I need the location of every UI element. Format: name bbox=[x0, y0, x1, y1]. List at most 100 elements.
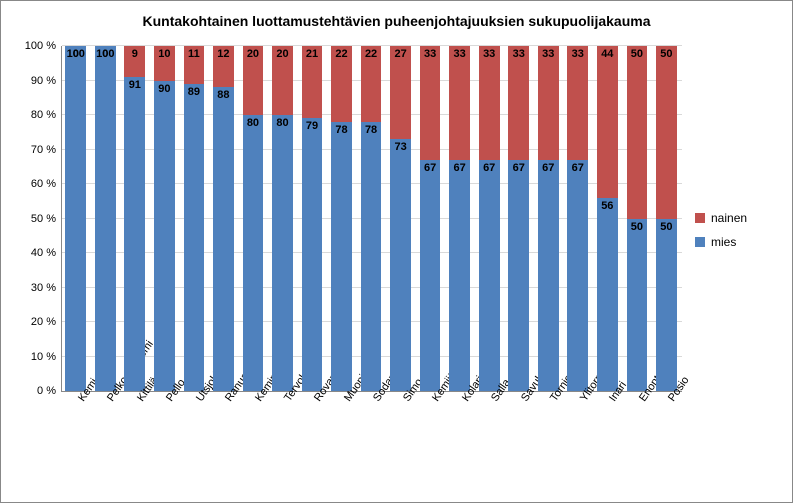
bar: 90 10 bbox=[154, 46, 175, 391]
bar-value-label: 22 bbox=[365, 48, 377, 60]
bar-segment-mies: 56 bbox=[597, 198, 618, 391]
y-axis-label: 80 % bbox=[31, 109, 62, 121]
bar-slot: 5644Inari bbox=[593, 46, 623, 391]
bar-segment-nainen: 11 bbox=[184, 46, 205, 84]
bar-value-label: 56 bbox=[601, 200, 613, 212]
bar: 919 bbox=[124, 46, 145, 391]
bar-value-label: 79 bbox=[306, 120, 318, 132]
bar-value-label: 50 bbox=[660, 48, 672, 60]
bar-segment-mies: 67 bbox=[567, 160, 588, 391]
bar-segment-nainen: 33 bbox=[567, 46, 588, 160]
bar-segment-mies: 79 bbox=[302, 118, 323, 391]
bar: 67 33 bbox=[508, 46, 529, 391]
bar-segment-mies: 67 bbox=[420, 160, 441, 391]
bar-segment-mies: 73 bbox=[390, 139, 411, 391]
bar-segment-nainen: 27 bbox=[390, 46, 411, 139]
bar: 7327 bbox=[390, 46, 411, 391]
bar-slot: 1000Kemi bbox=[61, 46, 91, 391]
bar-segment-nainen: 20 bbox=[243, 46, 264, 115]
y-axis-label: 50 % bbox=[31, 213, 62, 225]
bar-segment-mies: 91 bbox=[124, 77, 145, 391]
bar-segment-mies: 67 bbox=[508, 160, 529, 391]
bar: 5050 bbox=[627, 46, 648, 391]
bar-slot: 7822Muonio bbox=[327, 46, 357, 391]
bar: 6733 bbox=[449, 46, 470, 391]
bar: 79 21 bbox=[302, 46, 323, 391]
bar-segment-nainen: 33 bbox=[420, 46, 441, 160]
bar: 78 22 bbox=[361, 46, 382, 391]
bar-segment-nainen: 20 bbox=[272, 46, 293, 115]
bar-value-label: 91 bbox=[129, 79, 141, 91]
bar-value-label: 50 bbox=[631, 221, 643, 233]
bar-segment-nainen: 50 bbox=[627, 46, 648, 219]
y-axis-label: 40 % bbox=[31, 247, 62, 259]
bar: 1000 bbox=[65, 46, 86, 391]
bar-value-label: 33 bbox=[513, 48, 525, 60]
bar-segment-nainen: 50 bbox=[656, 46, 677, 219]
bar-value-label: 12 bbox=[217, 48, 229, 60]
bar-value-label: 67 bbox=[424, 162, 436, 174]
bar-segment-mies: 100 bbox=[65, 46, 86, 391]
bar: 5644 bbox=[597, 46, 618, 391]
bar-slot: 8020Tervola bbox=[268, 46, 298, 391]
y-axis-label: 0 % bbox=[37, 385, 62, 397]
bar-segment-nainen: 44 bbox=[597, 46, 618, 198]
bar-segment-mies: 80 bbox=[243, 115, 264, 391]
bar-value-label: 20 bbox=[276, 48, 288, 60]
bar-slot: 8911Utsjoki bbox=[179, 46, 209, 391]
bar-value-label: 88 bbox=[217, 89, 229, 101]
bar-value-label: 67 bbox=[542, 162, 554, 174]
bar-value-label: 67 bbox=[483, 162, 495, 174]
bar-segment-nainen: 33 bbox=[449, 46, 470, 160]
bar-segment-mies: 80 bbox=[272, 115, 293, 391]
bar-segment-nainen: 33 bbox=[508, 46, 529, 160]
y-axis-label: 90 % bbox=[31, 75, 62, 87]
bar-value-label: 73 bbox=[394, 141, 406, 153]
y-axis-label: 70 % bbox=[31, 144, 62, 156]
bar-slot: 7822Sodankylä bbox=[356, 46, 386, 391]
bar-slot: 6733Tornio bbox=[534, 46, 564, 391]
bar-segment-nainen: 33 bbox=[479, 46, 500, 160]
bar-value-label: 33 bbox=[424, 48, 436, 60]
bar-segment-nainen: 10 bbox=[154, 46, 175, 81]
bar-slot: 919Kittilä bbox=[120, 46, 150, 391]
bar-slot: 7327Simo bbox=[386, 46, 416, 391]
legend-label-mies: mies bbox=[711, 235, 736, 249]
bar-value-label: 78 bbox=[335, 124, 347, 136]
bar: 1000 bbox=[95, 46, 116, 391]
bar-segment-nainen: 9 bbox=[124, 46, 145, 77]
bar-slot: 1000Pelkosenniemi bbox=[91, 46, 121, 391]
bar-value-label: 21 bbox=[306, 48, 318, 60]
bar: 80 20 bbox=[243, 46, 264, 391]
bar-slot: 6733Kolari bbox=[445, 46, 475, 391]
chart-title: Kuntakohtainen luottamustehtävien puheen… bbox=[1, 1, 792, 37]
bar: 7822 bbox=[331, 46, 352, 391]
bar: 50 50 bbox=[656, 46, 677, 391]
bar-slot: 5050Enontekiö bbox=[622, 46, 652, 391]
y-axis-label: 60 % bbox=[31, 178, 62, 190]
bar-segment-mies: 50 bbox=[656, 219, 677, 392]
bar-slot: 6733Salla bbox=[474, 46, 504, 391]
bar-segment-nainen: 12 bbox=[213, 46, 234, 87]
bar-value-label: 20 bbox=[247, 48, 259, 60]
bar-value-label: 90 bbox=[158, 83, 170, 95]
bar-segment-nainen: 33 bbox=[538, 46, 559, 160]
bar-segment-nainen: 21 bbox=[302, 46, 323, 118]
bar-slot: 5050Posio bbox=[652, 46, 682, 391]
bar-slot: 8020Keminmaa bbox=[238, 46, 268, 391]
bar-value-label: 67 bbox=[572, 162, 584, 174]
bar-value-label: 33 bbox=[572, 48, 584, 60]
bar-value-label: 78 bbox=[365, 124, 377, 136]
bar-value-label: 33 bbox=[483, 48, 495, 60]
y-axis-label: 30 % bbox=[31, 282, 62, 294]
bar-value-label: 80 bbox=[247, 117, 259, 129]
bar-value-label: 50 bbox=[660, 221, 672, 233]
y-axis-label: 10 % bbox=[31, 351, 62, 363]
bar-slot: 6733Kemijärvi bbox=[415, 46, 445, 391]
bar-segment-nainen: 22 bbox=[361, 46, 382, 122]
bar-value-label: 67 bbox=[513, 162, 525, 174]
bar-segment-mies: 78 bbox=[331, 122, 352, 391]
bar-value-label: 67 bbox=[454, 162, 466, 174]
bar-value-label: 11 bbox=[188, 48, 200, 60]
bar-value-label: 10 bbox=[158, 48, 170, 60]
